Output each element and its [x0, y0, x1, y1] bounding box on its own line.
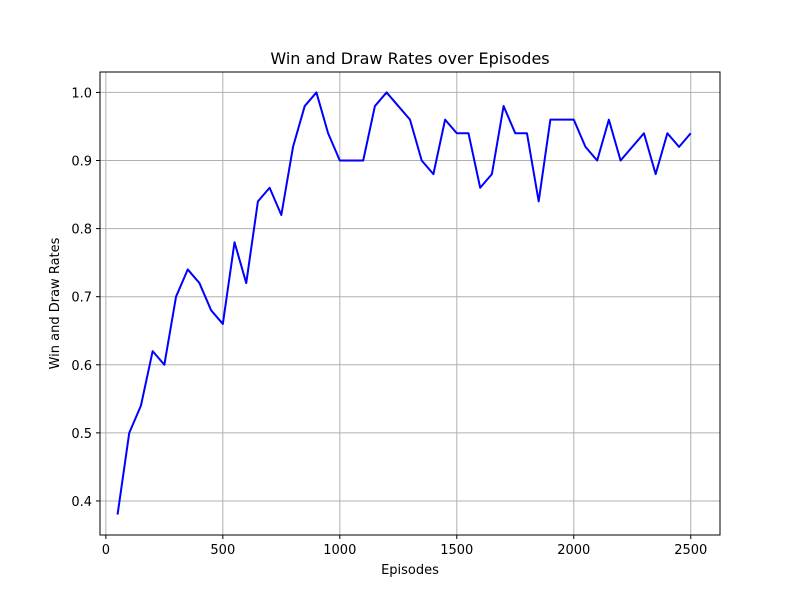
data-point [128, 432, 130, 434]
data-point [690, 132, 692, 134]
data-point [584, 146, 586, 148]
axis-ticks: 0 500 1000 1500 2000 2500 0.4 0.5 0.6 0.7 0.8 0.9 1.… [71, 86, 707, 558]
data-point [467, 132, 469, 134]
data-point [549, 119, 551, 121]
series-layer [116, 91, 692, 516]
data-point [655, 173, 657, 175]
data-point [245, 282, 247, 284]
data-point [269, 187, 271, 189]
data-point [234, 241, 236, 243]
data-point [421, 160, 423, 162]
data-point [351, 160, 353, 162]
data-point [152, 350, 154, 352]
x-tick-label: 2500 [674, 543, 707, 558]
data-point [386, 91, 388, 93]
x-tick-label: 0 [102, 543, 110, 558]
data-point [280, 214, 282, 216]
data-point [444, 119, 446, 121]
x-tick-label: 2000 [557, 543, 590, 558]
data-point [374, 105, 376, 107]
data-point [210, 309, 212, 311]
data-point [538, 200, 540, 202]
y-tick-label: 0.9 [71, 155, 92, 170]
data-point [315, 91, 317, 93]
data-point [608, 119, 610, 121]
data-point [222, 323, 224, 325]
y-tick-label: 0.7 [71, 291, 92, 306]
data-point [479, 187, 481, 189]
data-point [187, 268, 189, 270]
data-point [163, 364, 165, 366]
data-point [491, 173, 493, 175]
x-tick-label: 1500 [440, 543, 473, 558]
data-point [339, 160, 341, 162]
data-point [666, 132, 668, 134]
data-point [503, 105, 505, 107]
data-point [140, 405, 142, 407]
x-axis-label: Episodes [381, 563, 439, 578]
data-point [514, 132, 516, 134]
data-point [643, 132, 645, 134]
y-tick-label: 1.0 [71, 86, 92, 101]
y-tick-label: 0.5 [71, 427, 92, 442]
data-point [292, 146, 294, 148]
data-point [304, 105, 306, 107]
data-point [327, 132, 329, 134]
data-point [362, 160, 364, 162]
x-tick-label: 500 [210, 543, 235, 558]
data-point [257, 200, 259, 202]
y-tick-label: 0.6 [71, 359, 92, 374]
data-point [561, 119, 563, 121]
data-point [175, 296, 177, 298]
data-point [198, 282, 200, 284]
y-axis-label: Win and Draw Rates [48, 237, 63, 369]
plot-frame [99, 71, 721, 536]
data-point [409, 119, 411, 121]
data-point [596, 160, 598, 162]
data-point [573, 119, 575, 121]
data-point [631, 146, 633, 148]
data-point [678, 146, 680, 148]
x-tick-label: 1000 [323, 543, 356, 558]
series-line [116, 91, 692, 515]
data-point [432, 173, 434, 175]
chart-title: Win and Draw Rates over Episodes [270, 49, 549, 68]
y-tick-label: 0.4 [71, 495, 92, 510]
data-point [526, 132, 528, 134]
data-point [397, 105, 399, 107]
data-point [117, 514, 119, 516]
grid [100, 72, 720, 535]
data-point [456, 132, 458, 134]
data-point [620, 160, 622, 162]
y-tick-label: 0.8 [71, 223, 92, 238]
